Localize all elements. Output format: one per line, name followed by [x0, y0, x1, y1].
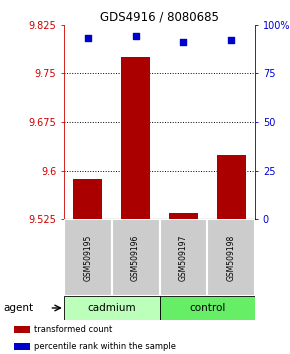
Text: GSM509196: GSM509196: [131, 234, 140, 281]
Text: agent: agent: [3, 303, 33, 313]
Bar: [64, 219, 112, 296]
Text: percentile rank within the sample: percentile rank within the sample: [34, 342, 176, 351]
Bar: [169, 213, 198, 219]
Bar: [73, 179, 102, 219]
Text: GSM509197: GSM509197: [179, 234, 188, 281]
Bar: [217, 155, 246, 219]
Point: [181, 39, 186, 45]
Title: GDS4916 / 8080685: GDS4916 / 8080685: [100, 11, 219, 24]
Point: [133, 34, 138, 39]
Bar: [121, 57, 150, 219]
Bar: [207, 219, 255, 296]
Point: [229, 38, 233, 43]
Bar: [112, 219, 160, 296]
Bar: [160, 219, 207, 296]
Text: GSM509195: GSM509195: [83, 234, 92, 281]
Bar: [64, 296, 160, 320]
Text: control: control: [189, 303, 226, 313]
Bar: [14, 343, 30, 350]
Bar: [14, 326, 30, 333]
Text: transformed count: transformed count: [34, 325, 112, 334]
Text: cadmium: cadmium: [87, 303, 136, 313]
Text: GSM509198: GSM509198: [227, 234, 236, 281]
Point: [85, 36, 90, 41]
Bar: [160, 296, 255, 320]
